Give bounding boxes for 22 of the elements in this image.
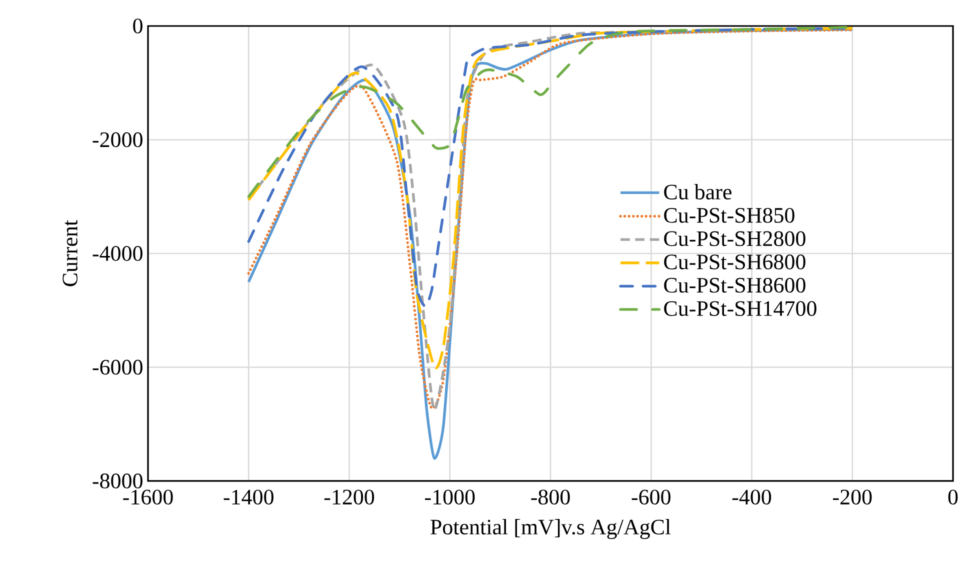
x-tick-label: -400 — [732, 490, 772, 505]
x-tick-label: -600 — [632, 490, 670, 505]
legend-label: Cu-PSt-SH8600 — [664, 278, 806, 293]
y-tick-label: 0 — [133, 18, 142, 34]
legend-label: Cu-PSt-SH2800 — [664, 231, 806, 246]
legend-label: Cu-PSt-SH850 — [664, 208, 794, 223]
y-axis-title: Current — [62, 220, 78, 286]
x-tick-label: -1000 — [425, 490, 475, 505]
x-tick-label: 0 — [948, 490, 958, 505]
y-tick-label: -2000 — [92, 132, 142, 148]
x-tick-label: -1400 — [224, 490, 274, 505]
y-tick-label: -4000 — [92, 246, 142, 261]
x-axis-title: Potential [mV]v.s Ag/AgCl — [430, 519, 671, 540]
y-tick-label: -6000 — [92, 360, 142, 375]
x-tick-label: -1600 — [123, 490, 173, 505]
legend-label: Cu bare — [664, 184, 732, 200]
x-tick-label: -800 — [531, 490, 570, 505]
x-tick-label: -200 — [833, 490, 872, 505]
legend-label: Cu-PSt-SH6800 — [664, 254, 806, 270]
legend-label: Cu-PSt-SH14700 — [664, 301, 816, 316]
y-tick-label: -8000 — [92, 474, 142, 488]
x-tick-label: -1200 — [324, 490, 374, 505]
